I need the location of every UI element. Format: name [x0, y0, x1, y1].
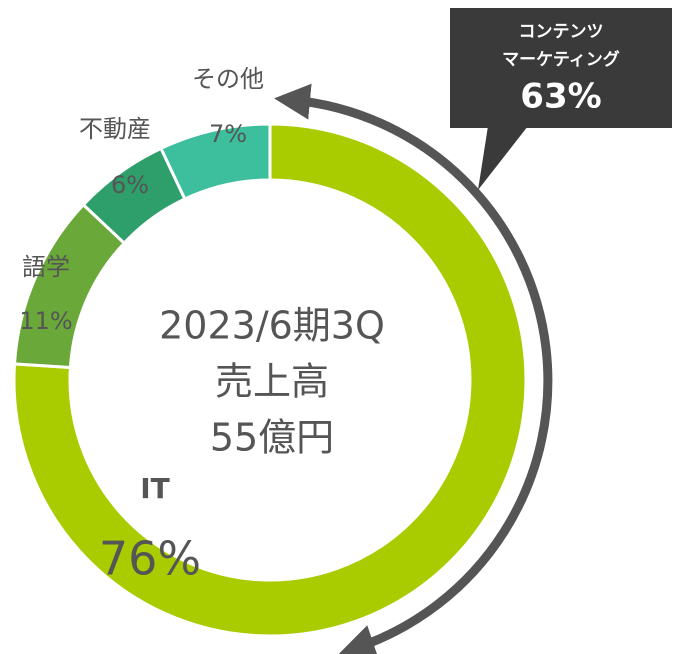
category-label: その他 [192, 65, 264, 93]
callout-pointer [478, 126, 528, 190]
value-label: 11% [19, 307, 72, 335]
callout-line: マーケティング [502, 49, 620, 70]
category-label: 語学 [22, 253, 70, 281]
center-text: 2023/6期3Q [159, 304, 385, 348]
callout-value: 63% [520, 77, 601, 117]
donut-segment [159, 122, 272, 202]
callout-arrow [274, 83, 553, 654]
callout-line: コンテンツ [519, 22, 604, 42]
callout-box [450, 8, 672, 128]
center-text: 売上高 [215, 360, 329, 404]
center-text: 55億円 [210, 416, 334, 460]
category-label: IT [140, 472, 170, 505]
donut-segment [12, 122, 528, 638]
category-label: 不動産 [79, 115, 151, 143]
value-label: 6% [111, 171, 149, 199]
value-label: 76% [99, 532, 201, 586]
value-label: 7% [209, 120, 247, 148]
